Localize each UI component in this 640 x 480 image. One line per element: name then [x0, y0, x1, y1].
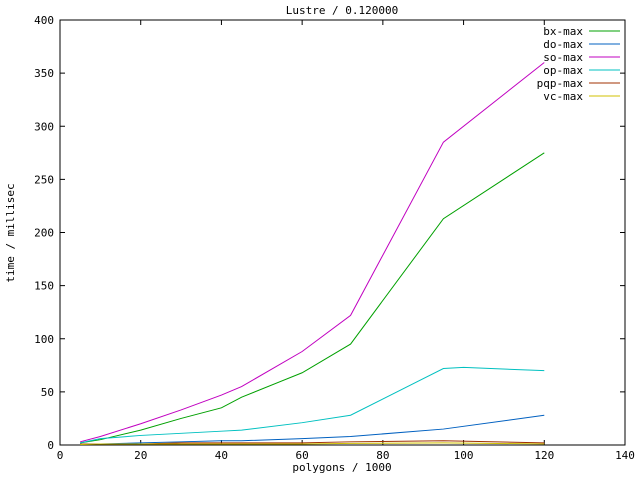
y-tick-label: 0	[47, 439, 54, 452]
x-tick-label: 0	[57, 449, 64, 462]
series-line-op-max	[80, 366, 545, 444]
x-tick-label: 120	[534, 449, 554, 462]
x-tick-label: 140	[615, 449, 635, 462]
legend-label-do-max: do-max	[543, 38, 583, 51]
series-line-do-max	[80, 414, 545, 445]
x-tick-label: 60	[296, 449, 309, 462]
legend-label-op-max: op-max	[543, 64, 583, 77]
y-tick-label: 200	[34, 227, 54, 240]
y-tick-label: 350	[34, 67, 54, 80]
series-line-bx-max	[80, 152, 545, 444]
legend-label-bx-max: bx-max	[543, 25, 583, 38]
legend-label-vc-max: vc-max	[543, 90, 583, 103]
x-axis-label: polygons / 1000	[292, 461, 391, 474]
x-tick-label: 80	[376, 449, 389, 462]
x-tick-label: 20	[134, 449, 147, 462]
y-tick-label: 400	[34, 14, 54, 27]
chart-title: Lustre / 0.120000	[286, 4, 399, 17]
x-tick-label: 40	[215, 449, 228, 462]
legend-label-so-max: so-max	[543, 51, 583, 64]
x-tick-label: 100	[454, 449, 474, 462]
y-tick-label: 50	[41, 386, 54, 399]
y-tick-label: 300	[34, 120, 54, 133]
y-tick-label: 150	[34, 280, 54, 293]
y-axis-label: time / millisec	[4, 183, 17, 282]
y-tick-label: 100	[34, 333, 54, 346]
plot-area: 0 20 40 60 80 100 120 140 0 50 100 150 200 250 300 350 4…	[34, 14, 635, 462]
legend-label-pqp-max: pqp-max	[537, 77, 584, 90]
y-tick-label: 250	[34, 173, 54, 186]
series-line-so-max	[80, 62, 545, 443]
series-line-vc-max	[80, 442, 545, 445]
